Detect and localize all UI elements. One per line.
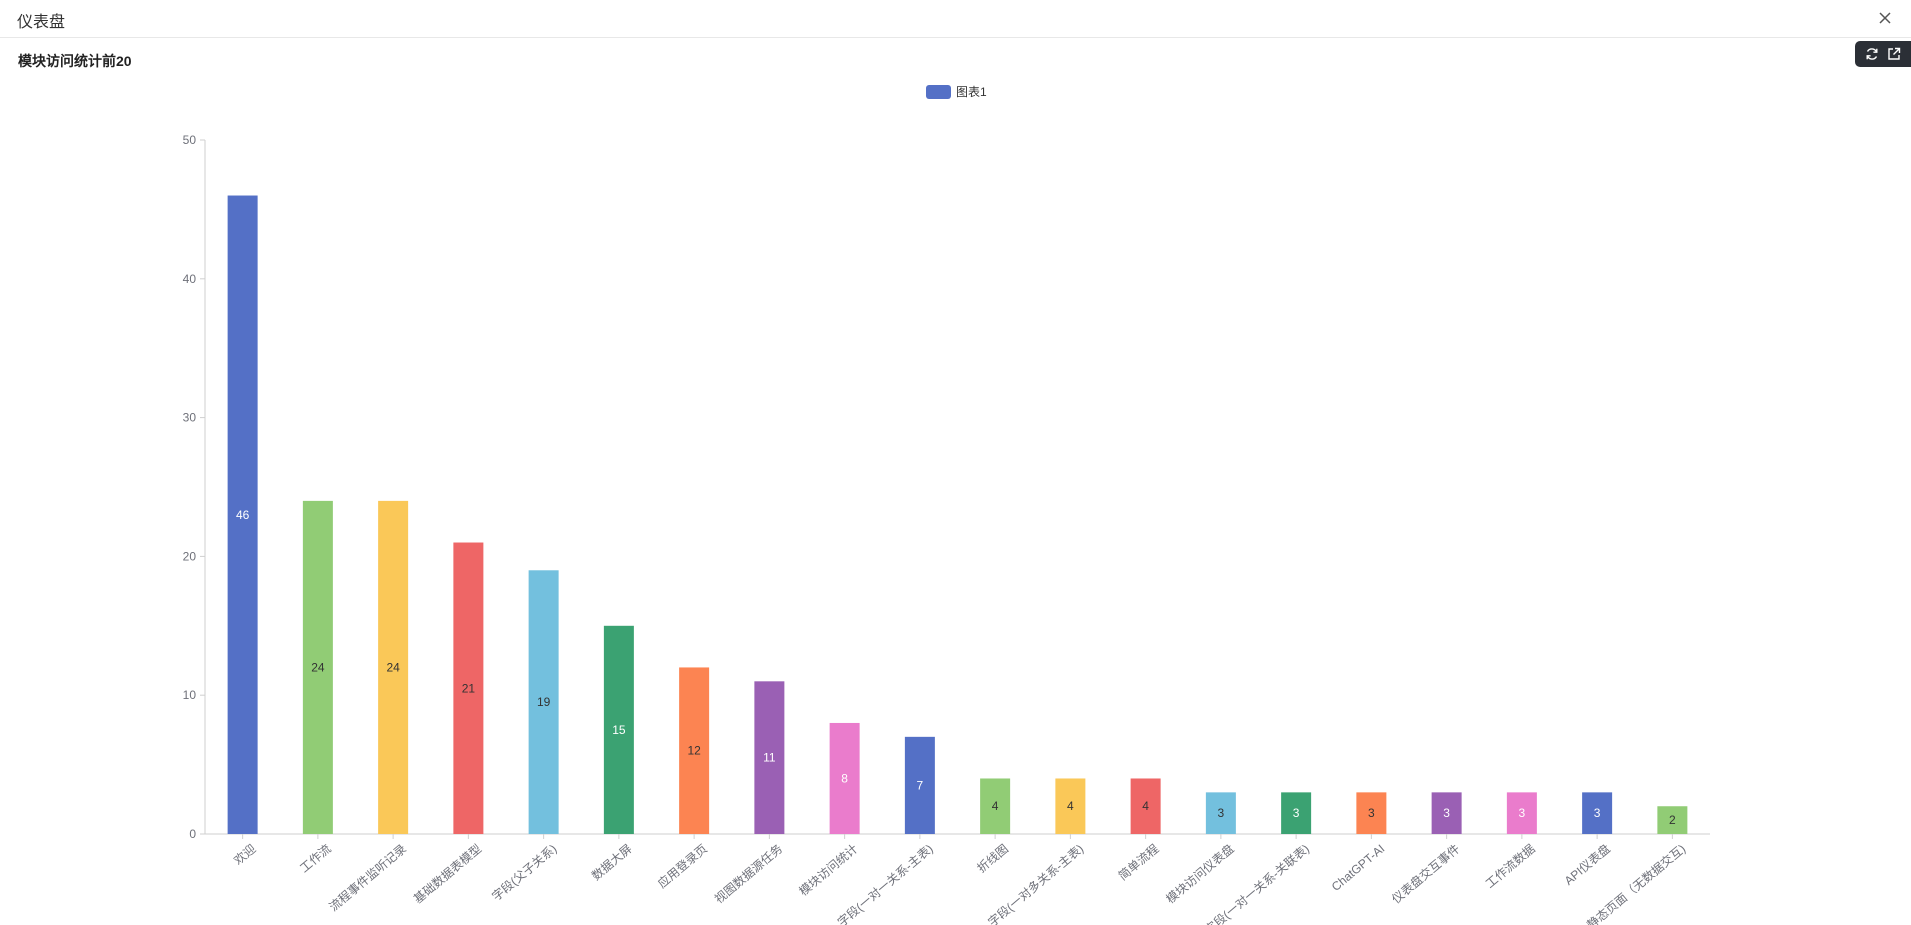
x-tick-label: ChatGPT-AI bbox=[1329, 842, 1388, 894]
bar-value-label: 3 bbox=[1218, 806, 1225, 820]
bar-value-label: 4 bbox=[992, 799, 999, 813]
bar bbox=[679, 667, 710, 834]
x-tick-label: 流程事件监听记录 bbox=[326, 841, 409, 914]
close-button[interactable] bbox=[1873, 6, 1897, 30]
bar-value-label: 15 bbox=[612, 723, 626, 737]
x-tick-label: 视图数据源任务 bbox=[711, 841, 785, 906]
bar bbox=[1356, 792, 1387, 834]
bar bbox=[829, 722, 860, 834]
x-tick-label: 欢迎 bbox=[231, 841, 259, 868]
bar bbox=[528, 570, 559, 834]
bar bbox=[1431, 792, 1462, 834]
x-tick-label: 简单流程 bbox=[1115, 841, 1161, 883]
bar-value-label: 21 bbox=[462, 681, 476, 695]
y-tick-label: 0 bbox=[189, 827, 196, 841]
x-tick-label: 折线图 bbox=[974, 841, 1011, 876]
bar-value-label: 24 bbox=[311, 660, 325, 674]
bar-value-label: 11 bbox=[763, 751, 776, 765]
y-tick-label: 20 bbox=[183, 549, 197, 563]
x-tick-label: 仪表盘交互事件 bbox=[1389, 841, 1463, 906]
bar bbox=[603, 625, 634, 834]
bar bbox=[980, 778, 1011, 834]
bar bbox=[1055, 778, 1086, 834]
bar-value-label: 3 bbox=[1368, 806, 1375, 820]
bar bbox=[453, 542, 484, 834]
chart-toolbar bbox=[1855, 41, 1911, 67]
external-link-icon bbox=[1888, 47, 1901, 60]
x-tick-label: API仪表盘 bbox=[1561, 841, 1613, 888]
x-tick-label: 模块访问统计 bbox=[796, 842, 860, 899]
bar bbox=[1506, 792, 1537, 834]
bar bbox=[754, 681, 785, 834]
bar-value-label: 8 bbox=[841, 771, 848, 785]
bar-value-label: 2 bbox=[1669, 813, 1676, 827]
bar bbox=[1582, 792, 1613, 834]
bar-value-label: 3 bbox=[1443, 806, 1450, 820]
bar-value-label: 4 bbox=[1067, 799, 1074, 813]
open-external-button[interactable] bbox=[1886, 46, 1902, 62]
x-tick-label: 数据大屏 bbox=[588, 841, 634, 883]
bar bbox=[1130, 778, 1161, 834]
y-tick-label: 30 bbox=[183, 411, 197, 425]
bar bbox=[378, 500, 409, 834]
bar-value-label: 46 bbox=[236, 508, 250, 522]
bar bbox=[1205, 792, 1236, 834]
refresh-button[interactable] bbox=[1864, 46, 1880, 62]
x-tick-label: 工作流数据 bbox=[1482, 841, 1538, 891]
legend-label: 图表1 bbox=[956, 85, 987, 99]
legend-swatch[interactable] bbox=[926, 85, 951, 99]
card-title: 模块访问统计前20 bbox=[18, 53, 132, 69]
app-title: 仪表盘 bbox=[17, 14, 66, 31]
bar-value-label: 3 bbox=[1594, 806, 1601, 820]
bar bbox=[302, 500, 333, 834]
bar bbox=[904, 736, 935, 834]
bar-value-label: 12 bbox=[687, 744, 701, 758]
bar-value-label: 19 bbox=[537, 695, 551, 709]
dialog-header: 仪表盘 bbox=[0, 0, 1911, 38]
bar bbox=[227, 195, 258, 834]
bar-value-label: 7 bbox=[917, 778, 924, 792]
x-tick-label: 模块访问仪表盘 bbox=[1163, 841, 1237, 906]
bar-value-label: 4 bbox=[1142, 799, 1149, 813]
y-tick-label: 50 bbox=[183, 133, 197, 147]
x-tick-label: 应用登录页 bbox=[654, 841, 710, 891]
bar-value-label: 24 bbox=[386, 660, 400, 674]
x-tick-label: 基础数据表模型 bbox=[410, 841, 484, 906]
x-tick-label: 字段(父子关系) bbox=[489, 841, 560, 904]
bar bbox=[1281, 792, 1312, 834]
bar-value-label: 3 bbox=[1519, 806, 1526, 820]
x-tick-label: 工作流 bbox=[297, 842, 334, 876]
refresh-icon bbox=[1866, 48, 1878, 60]
y-tick-label: 10 bbox=[183, 688, 197, 702]
bar bbox=[1657, 806, 1688, 834]
y-tick-label: 40 bbox=[183, 272, 197, 286]
close-icon bbox=[1879, 12, 1891, 24]
bar-value-label: 3 bbox=[1293, 806, 1300, 820]
